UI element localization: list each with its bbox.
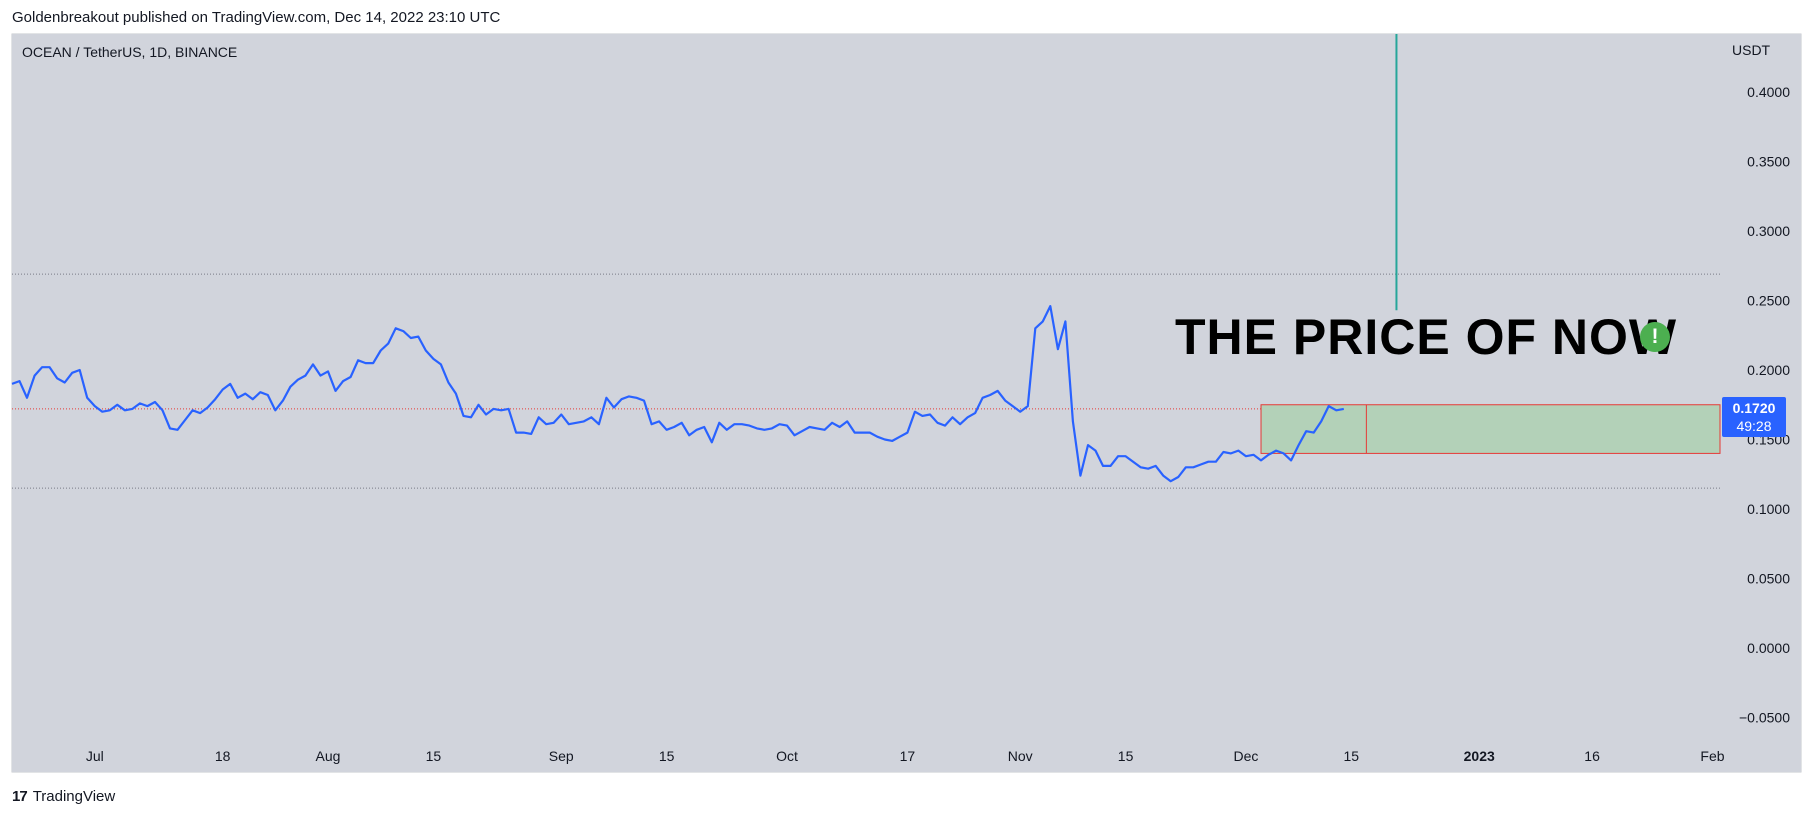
- y-tick-label: 0.2500: [1747, 293, 1790, 309]
- annotation-text[interactable]: THE PRICE OF NOW: [1175, 309, 1678, 365]
- last-price: 0.1720: [1732, 400, 1776, 416]
- x-tick-label: Sep: [549, 748, 574, 764]
- y-tick-label: 0.2000: [1747, 362, 1790, 378]
- tradingview-logo-icon: 17: [12, 787, 28, 805]
- x-tick-label: Oct: [776, 748, 798, 764]
- published-line: Goldenbreakout published on TradingView.…: [12, 9, 501, 26]
- x-tick-label: Dec: [1234, 748, 1259, 764]
- y-tick-label: 0.4000: [1747, 84, 1790, 100]
- y-tick-label: 0.3000: [1747, 223, 1790, 239]
- x-tick-label: 18: [215, 748, 231, 764]
- x-tick-label: Feb: [1700, 748, 1724, 764]
- symbol-info[interactable]: OCEAN / TetherUS, 1D, BINANCE: [22, 44, 238, 60]
- tradingview-logo-text: TradingView: [32, 787, 116, 805]
- x-tick-label: 2023: [1464, 748, 1495, 764]
- target-range-box[interactable]: [1260, 404, 1721, 454]
- x-tick-label: 15: [659, 748, 675, 764]
- x-tick-label: Jul: [86, 748, 104, 764]
- range-box: [1260, 404, 1721, 454]
- price-line[interactable]: [11, 305, 1345, 483]
- x-tick-label: Aug: [316, 748, 341, 764]
- x-tick-label: 15: [1118, 748, 1134, 764]
- bar-countdown: 49:28: [1736, 418, 1772, 434]
- x-tick-label: 17: [900, 748, 916, 764]
- last-price-tag: 0.1720 49:28: [1722, 397, 1786, 437]
- y-tick-label: 0.1000: [1747, 501, 1790, 517]
- x-tick-label: Nov: [1008, 748, 1033, 764]
- y-tick-label: −0.0500: [1739, 710, 1790, 726]
- tradingview-logo[interactable]: 17 TradingView: [12, 787, 115, 805]
- axis-currency-label: USDT: [1732, 42, 1771, 58]
- x-tick-label: 15: [1344, 748, 1360, 764]
- y-tick-label: 0.0500: [1747, 571, 1790, 587]
- price-axis: 0.40000.35000.30000.25000.20000.15000.10…: [1739, 84, 1790, 726]
- x-tick-label: 15: [426, 748, 442, 764]
- time-axis: Jul 18 Aug 15 Sep 15 Oct 17 Nov 15 Dec 15 2023 16 Feb: [86, 748, 1725, 764]
- exclamation-icon[interactable]: !: [1640, 322, 1670, 352]
- y-tick-label: 0.3500: [1747, 154, 1790, 170]
- y-tick-label: 0.0000: [1747, 640, 1790, 656]
- x-tick-label: 16: [1584, 748, 1600, 764]
- price-series: [11, 305, 1345, 483]
- chart-background: [12, 34, 1801, 772]
